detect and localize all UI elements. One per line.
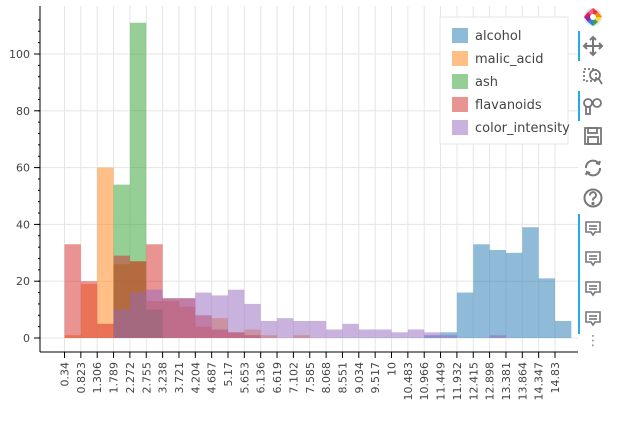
hover-icon[interactable] xyxy=(578,244,606,274)
reset-icon[interactable] xyxy=(580,155,606,181)
bokeh-logo-icon[interactable] xyxy=(580,4,606,30)
histogram-chart[interactable]: 0 20 40 60 80 100 0.34 0.823 1.306 1.789 2.272 2.75… xyxy=(0,0,578,426)
bar-color_intensity[interactable] xyxy=(113,309,130,338)
bar-alcohol[interactable] xyxy=(538,278,555,338)
x-tick-label: 5.653 xyxy=(238,362,251,394)
legend-swatch-ash[interactable] xyxy=(452,74,468,89)
x-tick-label: 12.415 xyxy=(467,362,480,401)
legend-label-malic_acid[interactable]: malic_acid xyxy=(475,52,543,67)
x-tick-label: 5.17 xyxy=(222,362,235,387)
y-tick-label: 40 xyxy=(16,218,30,231)
bar-color_intensity[interactable] xyxy=(146,289,163,338)
legend-label-flavanoids[interactable]: flavanoids xyxy=(475,98,542,113)
hover-icon[interactable] xyxy=(578,304,606,334)
bar-color_intensity[interactable] xyxy=(424,332,441,338)
legend-swatch-alcohol[interactable] xyxy=(452,28,468,43)
x-tick-label: 9.517 xyxy=(369,362,382,394)
bar-alcohol[interactable] xyxy=(456,292,474,338)
x-tick-label: 14.347 xyxy=(533,362,546,401)
bar-alcohol[interactable] xyxy=(489,249,506,338)
bar-color_intensity[interactable] xyxy=(277,318,294,338)
help-icon[interactable] xyxy=(580,185,606,211)
x-tick-label: 14.83 xyxy=(549,362,562,394)
x-tick-label: 2.272 xyxy=(124,362,137,394)
x-tick-label: 10.966 xyxy=(418,362,431,401)
x-tick-label: 2.755 xyxy=(140,362,153,394)
save-icon[interactable] xyxy=(580,123,606,149)
legend-swatch-malic_acid[interactable] xyxy=(452,51,468,66)
x-tick-label: 6.136 xyxy=(255,362,268,394)
bar-color_intensity[interactable] xyxy=(195,292,212,338)
x-tick-label: 7.102 xyxy=(287,362,300,394)
box-zoom-icon[interactable] xyxy=(580,63,606,89)
x-tick-label: 8.551 xyxy=(336,362,349,394)
bar-color_intensity[interactable] xyxy=(211,295,228,338)
x-tick-label: 0.34 xyxy=(59,362,72,387)
bar-color_intensity[interactable] xyxy=(342,323,359,338)
hover-icon[interactable] xyxy=(578,274,606,304)
x-tick-label: 9.034 xyxy=(353,362,366,394)
x-tick-label: 0.823 xyxy=(75,362,88,394)
bar-ash[interactable] xyxy=(129,22,147,338)
more-tools-button[interactable]: ⋮ xyxy=(586,333,601,349)
bar-color_intensity[interactable] xyxy=(178,298,196,338)
x-tick-label: 4.687 xyxy=(206,362,219,394)
axes: 0 20 40 60 80 100 0.34 0.823 1.306 1.789 2.272 2.75… xyxy=(9,6,578,401)
bar-color_intensity[interactable] xyxy=(358,329,376,338)
legend-swatch-flavanoids[interactable] xyxy=(452,97,468,112)
bar-color_intensity[interactable] xyxy=(293,320,310,338)
bar-flavanoids[interactable] xyxy=(80,281,98,338)
legend-swatch-color_intensity[interactable] xyxy=(452,120,468,135)
pan-icon[interactable] xyxy=(578,31,606,61)
bar-color_intensity[interactable] xyxy=(228,289,245,338)
y-tick-label: 0 xyxy=(23,332,30,345)
hover-icon[interactable] xyxy=(578,214,606,244)
legend-label-color_intensity[interactable]: color_intensity xyxy=(475,121,570,136)
wheel-zoom-icon[interactable] xyxy=(578,91,606,121)
bar-alcohol[interactable] xyxy=(555,320,572,338)
y-tick-label: 80 xyxy=(16,105,30,118)
bar-flavanoids[interactable] xyxy=(64,244,81,338)
bar-color_intensity[interactable] xyxy=(162,298,179,338)
bar-alcohol[interactable] xyxy=(505,252,523,338)
x-tick-label: 6.619 xyxy=(271,362,284,394)
bars xyxy=(64,22,572,338)
bar-color_intensity[interactable] xyxy=(129,292,147,338)
x-tick-label: 3.721 xyxy=(173,362,186,394)
x-tick-label: 3.238 xyxy=(157,362,170,394)
bar-alcohol[interactable] xyxy=(522,227,539,338)
bar-color_intensity[interactable] xyxy=(375,329,392,338)
legend-label-ash[interactable]: ash xyxy=(475,75,498,90)
legend-label-alcohol[interactable]: alcohol xyxy=(475,29,521,44)
y-tick-label: 100 xyxy=(9,48,30,61)
bar-alcohol[interactable] xyxy=(473,244,490,338)
bar-color_intensity[interactable] xyxy=(244,303,261,338)
bar-color_intensity[interactable] xyxy=(326,329,343,338)
bar-color_intensity[interactable] xyxy=(440,335,457,338)
bar-color_intensity[interactable] xyxy=(391,332,408,338)
x-tick-label: 11.932 xyxy=(451,362,464,401)
x-tick-label: 1.306 xyxy=(91,362,104,394)
x-tick-label: 1.789 xyxy=(108,362,121,394)
y-tick-label: 60 xyxy=(16,162,30,175)
chart-toolbar[interactable]: ⋮ xyxy=(578,0,608,360)
x-tick-label: 7.585 xyxy=(304,362,317,394)
x-tick-label: 11.449 xyxy=(435,362,448,401)
bar-color_intensity[interactable] xyxy=(489,335,506,338)
bar-flavanoids[interactable] xyxy=(97,323,114,338)
y-tick-label: 20 xyxy=(16,275,30,288)
bar-malic_acid[interactable] xyxy=(97,167,114,338)
x-tick-label: 10 xyxy=(386,362,399,376)
x-tick-label: 13.864 xyxy=(516,362,529,401)
x-tick-label: 8.068 xyxy=(320,362,333,394)
bar-color_intensity[interactable] xyxy=(260,320,278,338)
x-tick-label: 13.381 xyxy=(500,362,513,401)
x-tick-label: 12.898 xyxy=(484,362,497,401)
bar-color_intensity[interactable] xyxy=(309,320,327,338)
x-tick-label: 4.204 xyxy=(189,362,202,394)
bar-color_intensity[interactable] xyxy=(407,329,425,338)
x-tick-label: 10.483 xyxy=(402,362,415,401)
